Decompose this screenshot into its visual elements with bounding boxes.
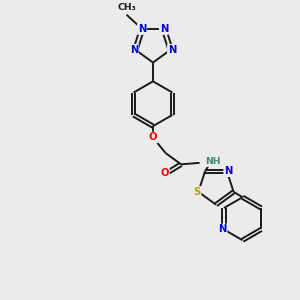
Text: N: N (130, 45, 138, 55)
Text: N: N (160, 24, 168, 34)
Text: N: N (138, 24, 146, 34)
Text: N: N (218, 224, 226, 235)
Text: NH: NH (205, 157, 220, 166)
Text: CH₃: CH₃ (117, 3, 136, 12)
Text: O: O (149, 133, 157, 142)
Text: O: O (160, 168, 169, 178)
Text: N: N (168, 45, 176, 55)
Text: N: N (224, 166, 232, 176)
Text: S: S (193, 187, 200, 197)
